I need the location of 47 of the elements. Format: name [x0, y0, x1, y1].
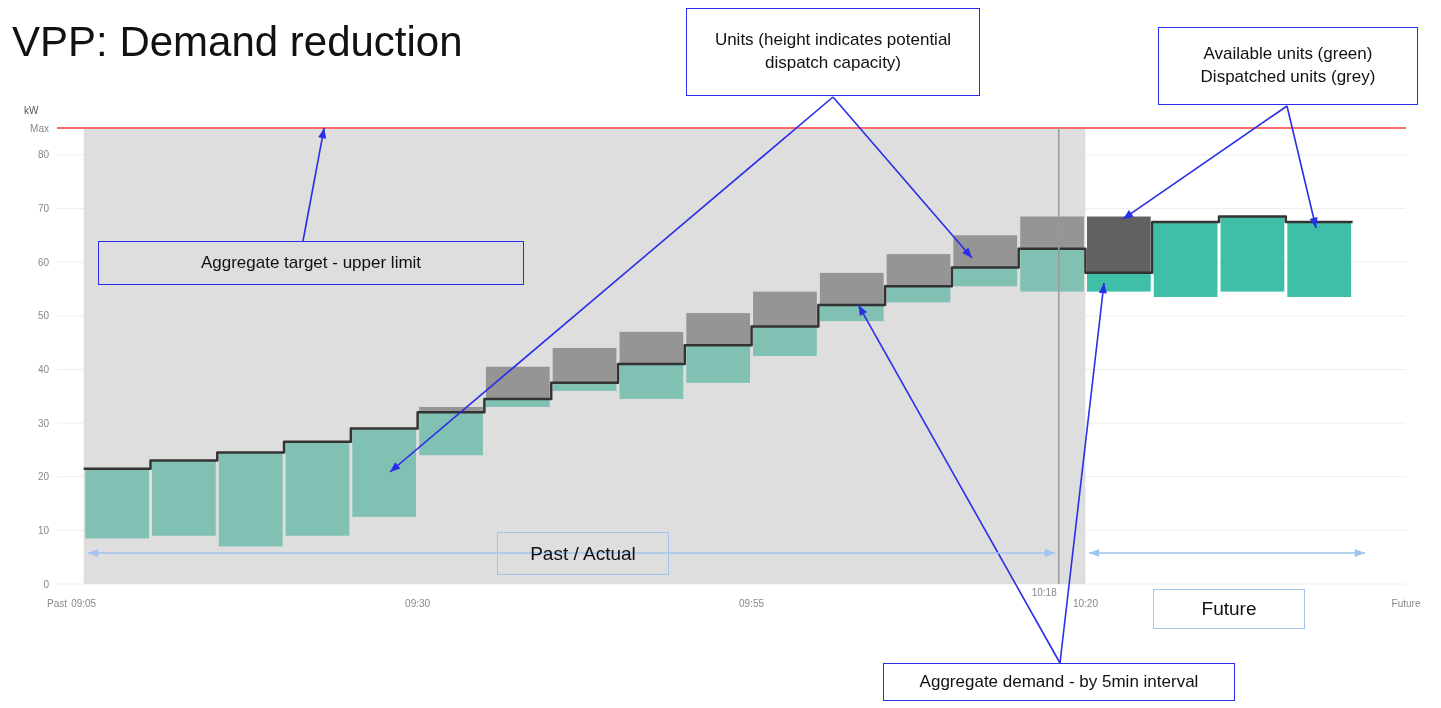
bar: [886, 254, 951, 287]
bar: [218, 452, 283, 547]
x-tick-label: Past: [46, 598, 68, 610]
y-tick-label: 80: [37, 149, 50, 161]
bar: [753, 326, 817, 356]
bar: [485, 366, 550, 399]
x-tick-label: 10:20: [1072, 598, 1099, 610]
annotation: Aggregate demand - by 5min interval: [919, 670, 1199, 693]
y-tick-label: 0: [43, 578, 50, 590]
bar: [285, 441, 350, 536]
bar: [819, 272, 884, 306]
bar: [1086, 272, 1151, 292]
annotation: Aggregate target - upper limit: [200, 251, 422, 274]
chart-title: VPP: Demand reduction: [12, 18, 463, 66]
bar: [1287, 221, 1352, 297]
bar: [1220, 216, 1285, 292]
y-tick-label: Max: [30, 122, 49, 134]
annotation: Past / Actual: [530, 541, 636, 566]
bar: [1086, 216, 1151, 273]
bar: [619, 364, 684, 399]
bar: [619, 331, 684, 365]
bar: [1153, 221, 1218, 297]
bar: [1020, 248, 1084, 292]
x-tick-label: 09:30: [405, 598, 431, 610]
annotation: Available units (green) Dispatched units (grey): [1199, 43, 1377, 88]
bar: [953, 235, 1018, 268]
bar: [352, 428, 417, 517]
bar: [552, 347, 617, 383]
ref-line-label: 10:18: [1031, 587, 1058, 598]
text: Units (height indicates potential dispatch capacity): [713, 29, 953, 74]
y-tick-label: 50: [37, 310, 50, 322]
y-tick-label: 40: [37, 363, 50, 375]
y-tick-label: 10: [37, 524, 50, 536]
x-tick-label: 09:55: [739, 598, 765, 610]
y-axis-title: kW: [24, 105, 39, 116]
bar: [753, 291, 817, 327]
y-tick-label: 30: [37, 417, 50, 429]
bar: [686, 345, 751, 383]
bar: [419, 412, 483, 456]
y-tick-label: 20: [37, 471, 50, 483]
bar: [686, 313, 751, 346]
x-tick-label: 09:05: [71, 598, 97, 610]
bar: [151, 460, 216, 536]
bar: [85, 468, 149, 539]
y-tick-label: 70: [37, 203, 50, 215]
y-tick-label: 60: [37, 256, 50, 268]
x-tick-label: Future: [1391, 598, 1421, 610]
